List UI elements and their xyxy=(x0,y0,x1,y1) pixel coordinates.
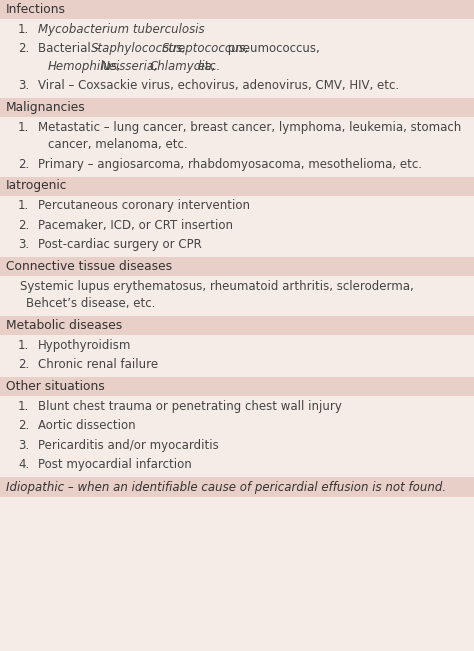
Text: 2.: 2. xyxy=(18,419,29,432)
Text: 1.: 1. xyxy=(18,400,29,413)
Text: Post-cardiac surgery or CPR: Post-cardiac surgery or CPR xyxy=(38,238,202,251)
Text: Malignancies: Malignancies xyxy=(6,101,86,114)
Text: Behcet’s disease, etc.: Behcet’s disease, etc. xyxy=(26,297,155,310)
Text: Other situations: Other situations xyxy=(6,380,105,393)
Text: Idiopathic – when an identifiable cause of pericardial effusion is not found.: Idiopathic – when an identifiable cause … xyxy=(6,480,446,493)
Text: Connective tissue diseases: Connective tissue diseases xyxy=(6,260,172,273)
Text: 2.: 2. xyxy=(18,358,29,371)
Bar xyxy=(0,0,474,19)
Text: 2.: 2. xyxy=(18,158,29,171)
Text: Blunt chest trauma or penetrating chest wall injury: Blunt chest trauma or penetrating chest … xyxy=(38,400,342,413)
Text: 3.: 3. xyxy=(18,238,29,251)
Text: 1.: 1. xyxy=(18,23,29,36)
Text: cancer, melanoma, etc.: cancer, melanoma, etc. xyxy=(48,138,188,151)
Bar xyxy=(0,176,474,195)
Text: pneumococcus,: pneumococcus, xyxy=(224,42,319,55)
Text: 1.: 1. xyxy=(18,339,29,352)
Text: Pericarditis and/or myocarditis: Pericarditis and/or myocarditis xyxy=(38,439,219,452)
Text: etc.: etc. xyxy=(194,60,220,73)
Text: Systemic lupus erythematosus, rheumatoid arthritis, scleroderma,: Systemic lupus erythematosus, rheumatoid… xyxy=(20,280,414,293)
Text: 3.: 3. xyxy=(18,439,29,452)
Text: Chronic renal failure: Chronic renal failure xyxy=(38,358,158,371)
Text: Post myocardial infarction: Post myocardial infarction xyxy=(38,458,192,471)
Text: 4.: 4. xyxy=(18,458,29,471)
Text: Iatrogenic: Iatrogenic xyxy=(6,180,67,193)
Text: Primary – angiosarcoma, rhabdomyosacoma, mesothelioma, etc.: Primary – angiosarcoma, rhabdomyosacoma,… xyxy=(38,158,422,171)
Text: Bacterial –: Bacterial – xyxy=(38,42,104,55)
Text: Staphylococcus,: Staphylococcus, xyxy=(91,42,187,55)
Text: Percutaneous coronary intervention: Percutaneous coronary intervention xyxy=(38,199,250,212)
Bar xyxy=(0,377,474,396)
Text: Infections: Infections xyxy=(6,3,66,16)
Text: Pacemaker, ICD, or CRT insertion: Pacemaker, ICD, or CRT insertion xyxy=(38,219,233,232)
Text: Metabolic diseases: Metabolic diseases xyxy=(6,319,122,332)
Text: 1.: 1. xyxy=(18,120,29,133)
Text: Viral – Coxsackie virus, echovirus, adenovirus, CMV, HIV, etc.: Viral – Coxsackie virus, echovirus, aden… xyxy=(38,79,399,92)
Text: Aortic dissection: Aortic dissection xyxy=(38,419,136,432)
Bar xyxy=(0,257,474,276)
Text: Chlamydia,: Chlamydia, xyxy=(150,60,216,73)
Text: 3.: 3. xyxy=(18,79,29,92)
Text: 2.: 2. xyxy=(18,219,29,232)
Text: 2.: 2. xyxy=(18,42,29,55)
Bar xyxy=(0,316,474,335)
Text: Mycobacterium tuberculosis: Mycobacterium tuberculosis xyxy=(38,23,205,36)
Bar xyxy=(0,477,474,497)
Text: Neisseria,: Neisseria, xyxy=(101,60,159,73)
Text: Metastatic – lung cancer, breast cancer, lymphoma, leukemia, stomach: Metastatic – lung cancer, breast cancer,… xyxy=(38,120,461,133)
Text: Hypothyroidism: Hypothyroidism xyxy=(38,339,131,352)
Text: Hemophilus,: Hemophilus, xyxy=(48,60,122,73)
Bar xyxy=(0,98,474,117)
Text: Streptococcus,: Streptococcus, xyxy=(162,42,249,55)
Text: 1.: 1. xyxy=(18,199,29,212)
